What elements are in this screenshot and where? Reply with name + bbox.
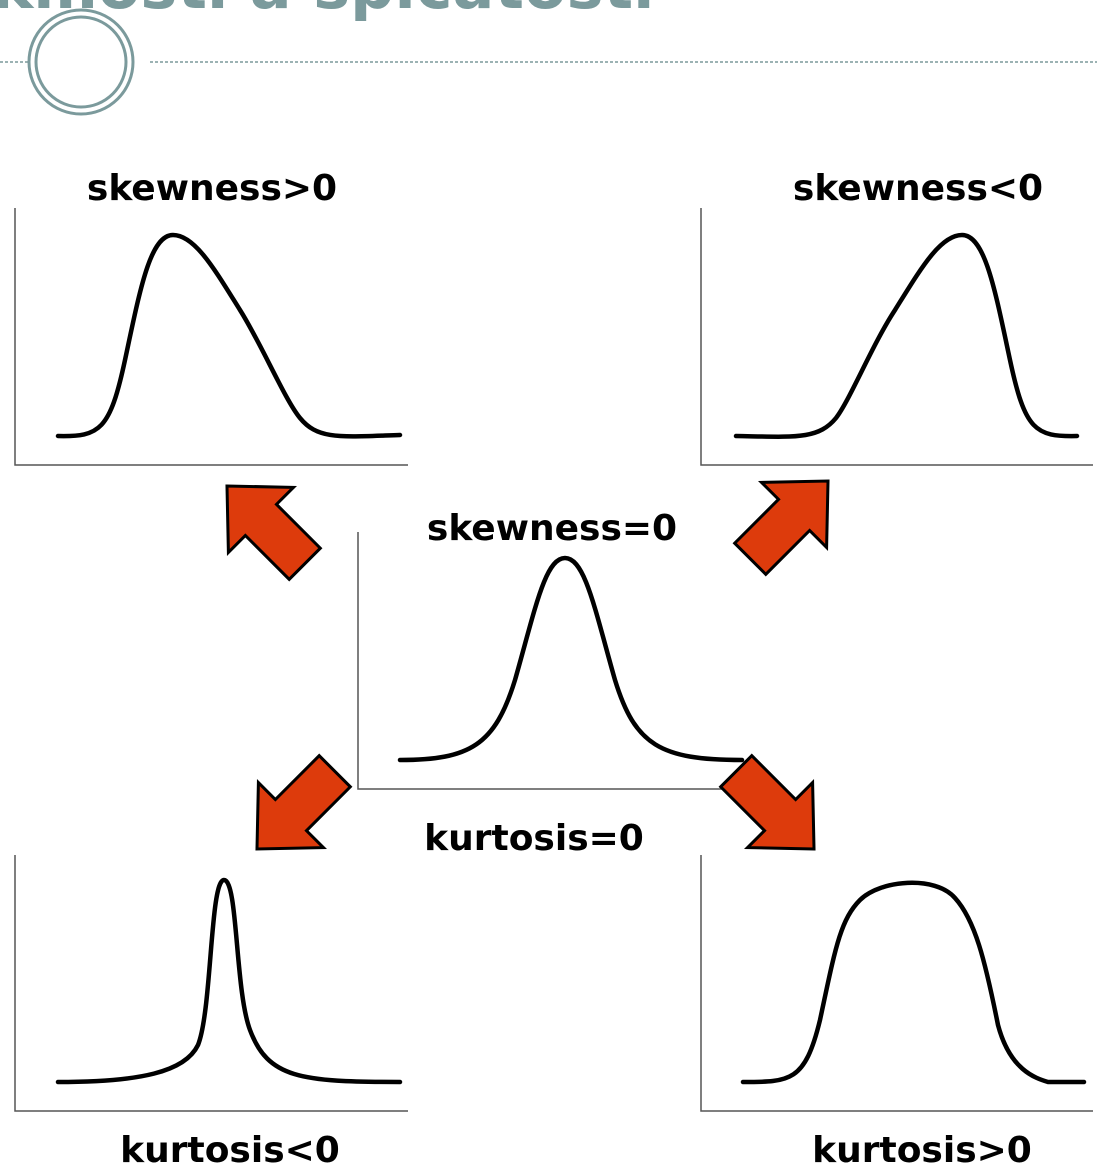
- curve: [733, 232, 1080, 439]
- arrow: [225, 484, 323, 582]
- arrow: [255, 753, 353, 851]
- axis: [14, 208, 408, 466]
- label: skewness=0: [427, 508, 677, 549]
- decor-circle: [34, 15, 128, 109]
- axis: [700, 855, 1093, 1112]
- arrow: [718, 753, 816, 851]
- decor-circle: [27, 8, 135, 116]
- axis: [357, 532, 740, 790]
- axis: [700, 208, 1093, 466]
- axis: [14, 855, 408, 1112]
- slide-title: kmosti a špičatosti: [0, 0, 654, 23]
- curve: [55, 232, 403, 439]
- label: kurtosis<0: [120, 1130, 340, 1165]
- curve: [55, 877, 403, 1085]
- curve: [740, 880, 1087, 1085]
- label: kurtosis>0: [812, 1130, 1032, 1165]
- label: skewness>0: [87, 168, 337, 209]
- arrow: [732, 479, 830, 577]
- label: skewness<0: [793, 168, 1043, 209]
- label: kurtosis=0: [424, 818, 644, 859]
- curve: [397, 555, 745, 763]
